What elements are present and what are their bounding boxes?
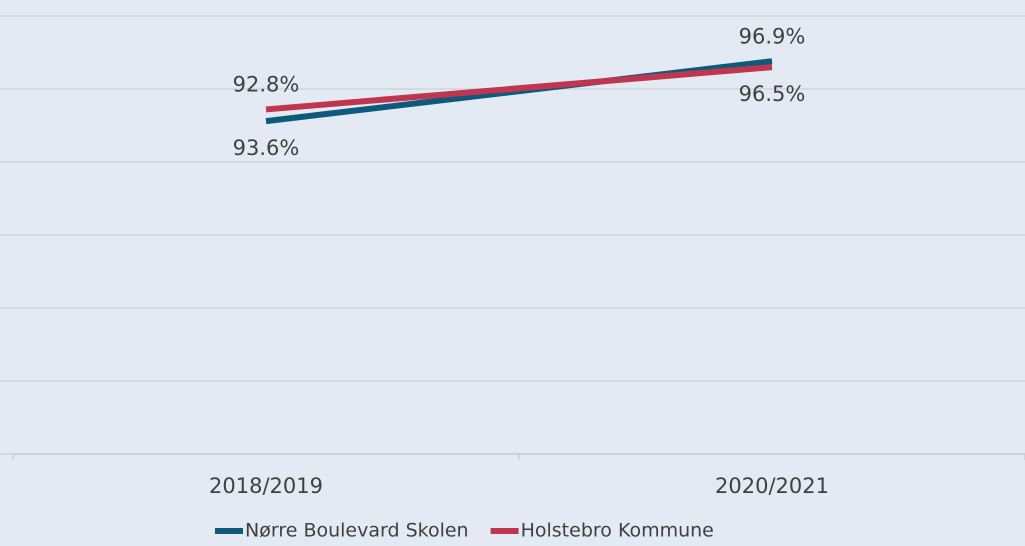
data-label: 96.5% — [739, 82, 806, 106]
data-label: 92.8% — [233, 72, 300, 96]
series-line — [265, 64, 773, 113]
data-label: 93.6% — [233, 136, 300, 160]
x-tick-label: 2018/2019 — [209, 474, 323, 498]
legend-label: Holstebro Kommune — [521, 520, 714, 542]
data-label: 96.9% — [739, 24, 806, 48]
legend-label: Nørre Boulevard Skolen — [245, 520, 469, 542]
x-tick-label: 2020/2021 — [715, 474, 829, 498]
